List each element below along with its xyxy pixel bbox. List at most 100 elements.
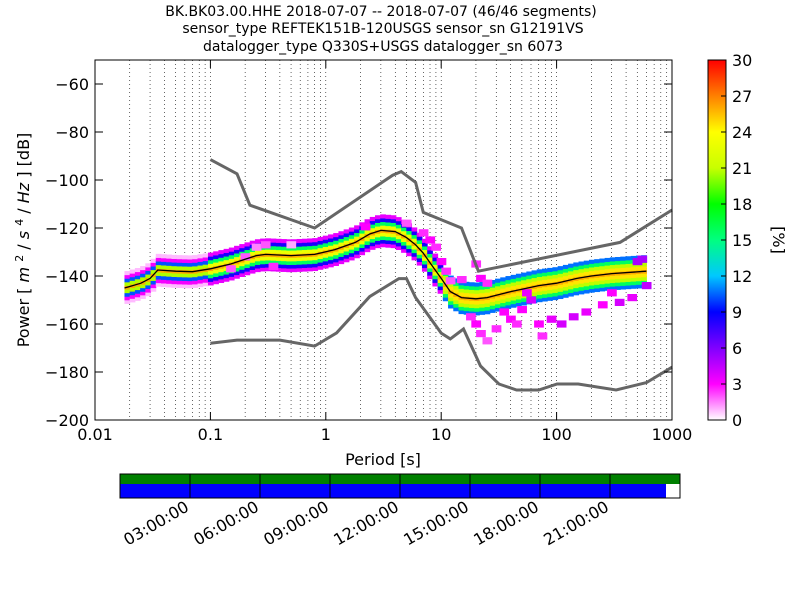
heatmap-cell — [328, 241, 334, 246]
heatmap-cell — [510, 278, 517, 283]
heatmap-cell — [181, 266, 188, 271]
heatmap-scatter-cell — [614, 298, 625, 306]
heatmap-cell — [343, 254, 350, 259]
heatmap-cell — [160, 254, 167, 259]
heatmap-scatter-cell — [360, 223, 371, 231]
title-line-3: datalogger_type Q330S+USGS datalogger_sn… — [203, 39, 563, 55]
heatmap-cell — [510, 274, 517, 279]
heatmap-cell — [463, 310, 470, 315]
heatmap-cell — [307, 260, 313, 265]
heatmap-cell — [270, 249, 277, 254]
heatmap-cell — [265, 256, 272, 261]
heatmap-cell — [354, 225, 360, 230]
heatmap-cell — [369, 238, 376, 243]
heatmap-cell — [160, 261, 167, 266]
heatmap-cell — [338, 231, 345, 236]
heatmap-cell — [395, 238, 402, 243]
heatmap-cell — [594, 269, 600, 275]
heatmap-cell — [557, 266, 564, 271]
heatmap-cell — [124, 274, 131, 279]
y-unit-bracket-close: ] — [14, 171, 33, 177]
heatmap-cell — [583, 267, 590, 272]
y-unit-bracket-open: [ — [14, 288, 33, 294]
heatmap-cell — [322, 246, 329, 251]
heatmap-scatter-cell — [491, 325, 502, 333]
heatmap-cell — [573, 284, 580, 289]
heatmap-cell — [181, 273, 188, 278]
heatmap-cell — [620, 278, 627, 283]
heatmap-cell — [265, 259, 272, 265]
heatmap-cell — [228, 276, 235, 281]
colorbar-tick-label: 6 — [732, 339, 742, 358]
heatmap-cell — [328, 259, 334, 264]
heatmap-cell — [270, 245, 277, 250]
heatmap-cell — [286, 257, 292, 262]
heatmap-cell — [265, 267, 272, 272]
heatmap-cell — [249, 251, 256, 256]
heatmap-cell — [583, 282, 590, 287]
heatmap-cell — [380, 232, 386, 237]
heatmap-cell — [620, 281, 627, 286]
heatmap-cell — [437, 264, 444, 269]
heatmap-cell — [401, 227, 407, 232]
heatmap-cell — [275, 267, 282, 272]
heatmap-cell — [354, 246, 360, 252]
heatmap-scatter-cell — [260, 241, 271, 249]
heatmap-cell — [411, 256, 418, 261]
heatmap-cell — [312, 256, 319, 261]
heatmap-cell — [453, 289, 460, 294]
heatmap-cell — [427, 249, 433, 254]
heatmap-cell — [155, 282, 162, 287]
heatmap-cell — [505, 304, 512, 309]
heatmap-cell — [239, 262, 246, 267]
heatmap-cell — [171, 272, 178, 277]
heatmap-cell — [333, 236, 339, 241]
heatmap-cell — [166, 258, 172, 263]
heatmap-cell — [448, 304, 454, 309]
heatmap-cell — [515, 277, 522, 282]
heatmap-cell — [181, 284, 188, 289]
y-unit-slash-1: / — [14, 244, 33, 250]
heatmap-cell — [421, 260, 428, 265]
y-tick-label: −60 — [55, 75, 89, 94]
heatmap-cell — [568, 263, 574, 268]
heatmap-cell — [562, 272, 569, 277]
heatmap-cell — [317, 247, 324, 252]
heatmap-cell — [635, 273, 642, 278]
heatmap-cell — [536, 269, 543, 274]
heatmap-cell — [124, 296, 131, 301]
heatmap-cell — [442, 286, 449, 291]
heatmap-cell — [463, 292, 470, 297]
heatmap-cell — [359, 233, 366, 238]
heatmap-cell — [468, 282, 475, 287]
heatmap-cell — [547, 278, 553, 283]
heatmap-cell — [166, 261, 172, 266]
heatmap-cell — [301, 245, 308, 251]
heatmap-cell — [140, 276, 146, 281]
heatmap-cell — [536, 280, 543, 285]
heatmap-cell — [145, 274, 152, 279]
heatmap-cell — [192, 280, 199, 285]
heatmap-cell — [197, 279, 204, 284]
heatmap-cell — [432, 253, 439, 258]
heatmap-cell — [166, 272, 172, 277]
heatmap-cell — [286, 250, 292, 255]
heatmap-cell — [254, 250, 261, 255]
heatmap-cell — [421, 267, 428, 272]
heatmap-cell — [578, 272, 585, 277]
heatmap-scatter-cell — [607, 289, 617, 297]
heatmap-cell — [374, 244, 381, 249]
heatmap-cell — [338, 256, 345, 261]
heatmap-cell — [510, 303, 517, 308]
heatmap-cell — [202, 275, 209, 280]
heatmap-cell — [338, 242, 345, 247]
heatmap-cell — [568, 281, 574, 286]
x-tick-label: 1 — [321, 425, 331, 444]
heatmap-cell — [124, 299, 131, 304]
heatmap-cell — [421, 242, 428, 247]
heatmap-cell — [176, 255, 183, 260]
heatmap-cell — [489, 283, 496, 288]
heatmap-cell — [140, 294, 146, 299]
heatmap-cell — [510, 296, 517, 301]
